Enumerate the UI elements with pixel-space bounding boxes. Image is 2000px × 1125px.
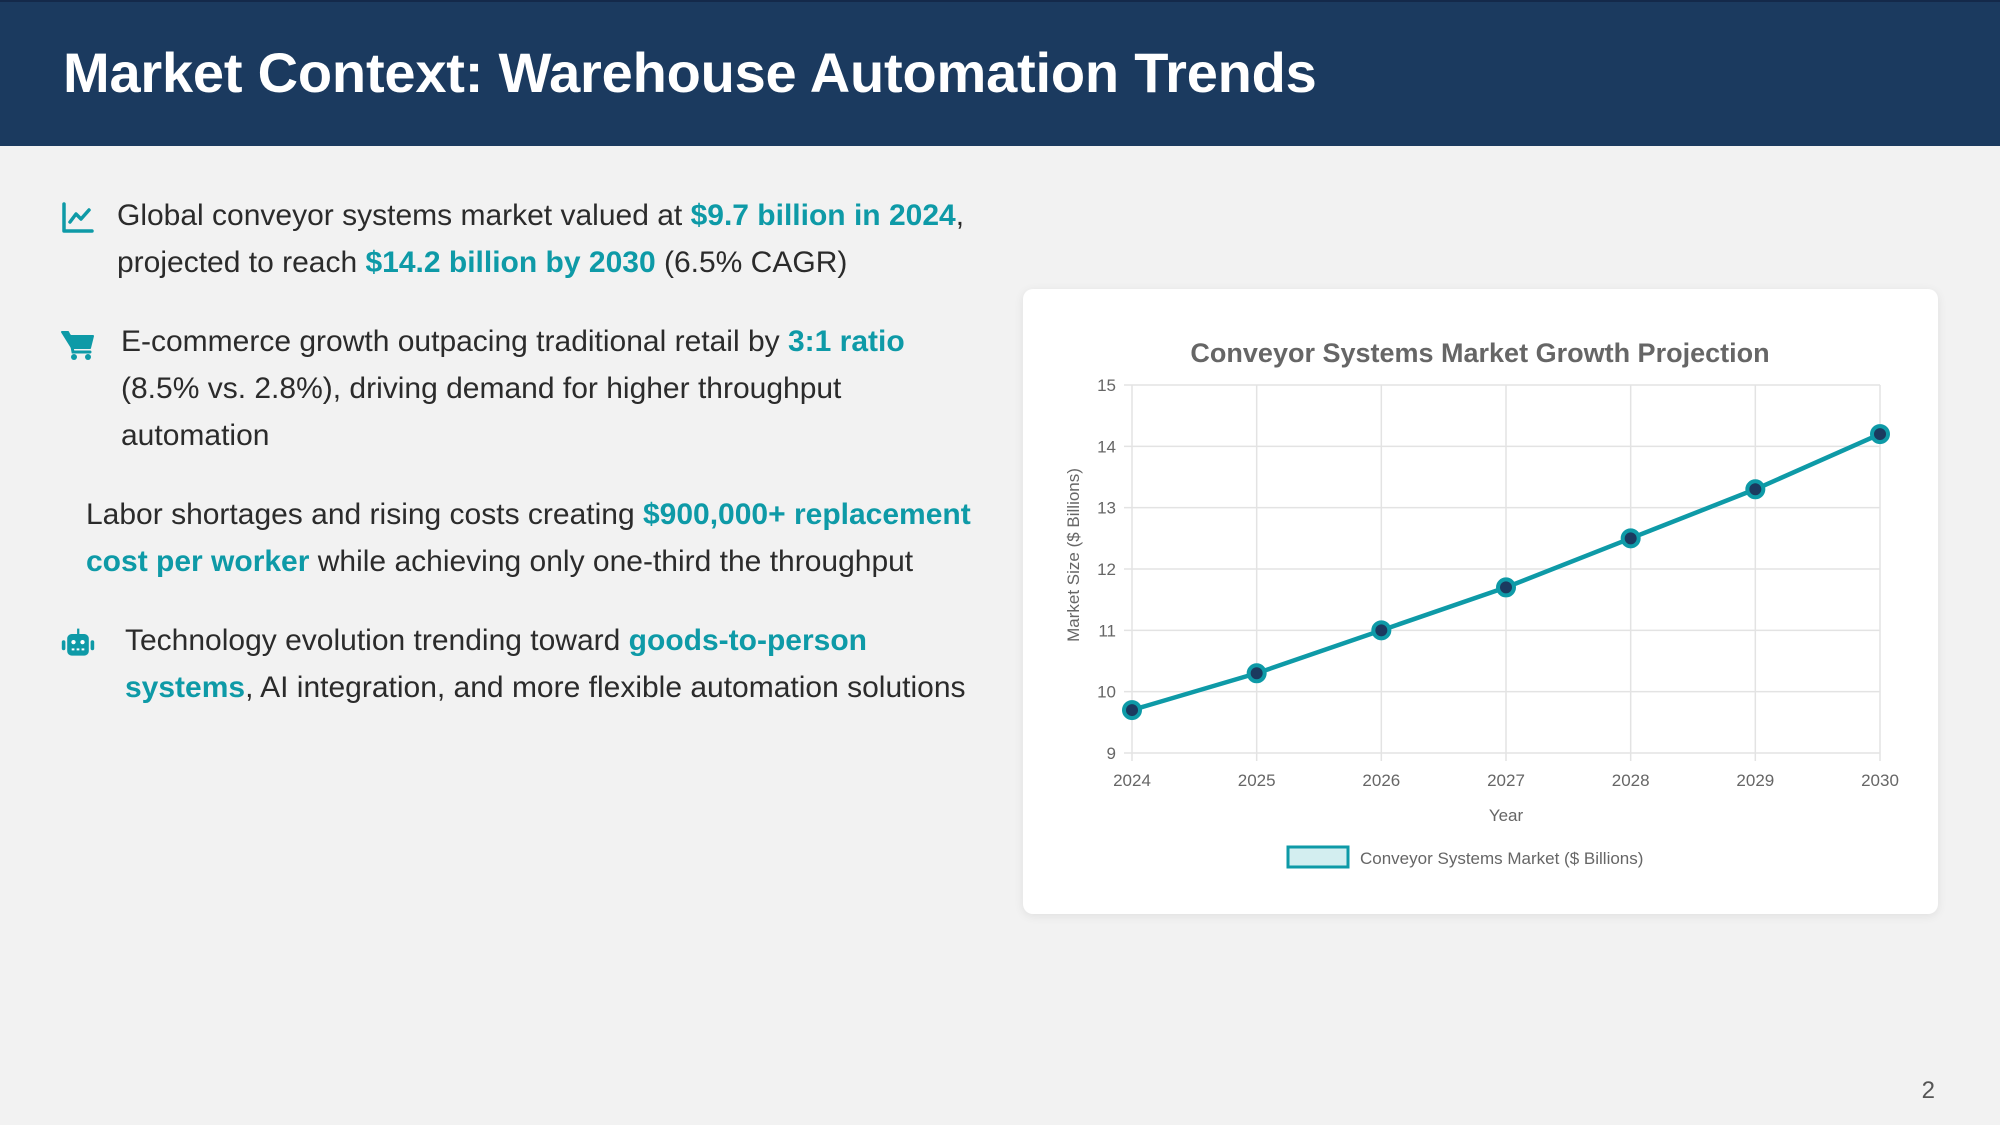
- x-tick-label: 2024: [1113, 771, 1151, 790]
- line-chart: Conveyor Systems Market Growth Projectio…: [1064, 338, 1899, 869]
- highlighted-text: $9.7 billion in 2024: [690, 199, 956, 232]
- series-conveyor-market: [1122, 424, 1890, 721]
- highlighted-text: goods-to-person systems: [125, 624, 867, 704]
- y-axis-label: Market Size ($ Billions): [1064, 468, 1083, 642]
- bullet-text-segment: while achieving only one-third the throu…: [309, 545, 914, 578]
- x-axis-label: Year: [1489, 806, 1524, 825]
- x-tick-label: 2029: [1736, 771, 1774, 790]
- legend-label: Conveyor Systems Market ($ Billions): [1360, 849, 1643, 868]
- bullet-text-segment: (6.5% CAGR): [655, 246, 848, 279]
- legend-swatch: [1286, 845, 1350, 869]
- highlighted-text: $900,000+ replacement cost per worker: [86, 498, 971, 578]
- bullet-text-segment: Global conveyor systems market valued at: [117, 199, 691, 232]
- x-tick-label: 2027: [1487, 771, 1525, 790]
- y-axis-ticks: 9 10 11 12 13 14 15: [1097, 376, 1116, 763]
- shopping-cart-icon: [61, 331, 94, 360]
- bullet-list: Global conveyor systems market valued at…: [60, 192, 990, 743]
- bullet-technology: Technology evolution trending toward goo…: [60, 617, 990, 711]
- bullet-text-segment: , projected to reach: [117, 199, 965, 279]
- bullet-text-segment: Technology evolution trending toward: [125, 624, 629, 657]
- bullet-text: Technology evolution trending toward goo…: [60, 617, 990, 711]
- data-point: [1745, 479, 1766, 500]
- x-tick-label: 2025: [1238, 771, 1276, 790]
- bullet-text-segment: , AI integration, and more flexible auto…: [245, 671, 966, 704]
- data-point: [1620, 528, 1641, 549]
- chart-title: Conveyor Systems Market Growth Projectio…: [1190, 338, 1769, 368]
- slide-title: Market Context: Warehouse Automation Tre…: [63, 41, 1317, 104]
- page-number: 2: [1921, 1077, 1935, 1104]
- highlighted-text: $14.2 billion by 2030: [365, 246, 656, 279]
- bullet-text: E-commerce growth outpacing traditional …: [60, 318, 990, 459]
- robot-icon: [61, 628, 95, 656]
- data-point: [1246, 663, 1267, 684]
- y-tick-label: 12: [1097, 560, 1116, 579]
- bullet-text: Global conveyor systems market valued at…: [60, 192, 990, 286]
- bullet-text-segment: (8.5% vs. 2.8%), driving demand for high…: [121, 372, 842, 452]
- x-tick-label: 2028: [1612, 771, 1650, 790]
- bullet-text-segment: E-commerce growth outpacing traditional …: [121, 325, 788, 358]
- y-tick-label: 10: [1097, 683, 1116, 702]
- bullet-text-segment: Labor shortages and rising costs creatin…: [86, 498, 643, 531]
- y-tick-label: 15: [1097, 376, 1116, 395]
- data-point: [1371, 620, 1392, 641]
- bullet-text: Labor shortages and rising costs creatin…: [60, 491, 990, 585]
- chart-grid: [1124, 384, 1881, 761]
- data-point: [1870, 424, 1890, 445]
- highlighted-text: 3:1 ratio: [787, 325, 905, 358]
- x-tick-label: 2026: [1362, 771, 1400, 790]
- bullet-market-size: Global conveyor systems market valued at…: [60, 192, 990, 286]
- y-tick-label: 14: [1097, 437, 1116, 456]
- x-tick-label: 2030: [1861, 771, 1899, 790]
- data-point: [1496, 577, 1516, 598]
- y-tick-label: 9: [1107, 744, 1116, 763]
- y-tick-label: 11: [1098, 621, 1116, 640]
- chart-line-icon: [62, 202, 94, 233]
- data-point: [1122, 700, 1142, 721]
- chart-card: Conveyor Systems Market Growth Projectio…: [1023, 289, 1938, 914]
- y-tick-label: 13: [1097, 499, 1116, 518]
- slide-header: Market Context: Warehouse Automation Tre…: [0, 0, 2000, 146]
- chart-legend[interactable]: Conveyor Systems Market ($ Billions): [1286, 845, 1643, 869]
- bullet-ecommerce: E-commerce growth outpacing traditional …: [60, 318, 990, 459]
- bullet-labor: Labor shortages and rising costs creatin…: [60, 491, 990, 585]
- x-axis-ticks: 2024 2025 2026 2027 2028 2029 2030: [1113, 771, 1899, 790]
